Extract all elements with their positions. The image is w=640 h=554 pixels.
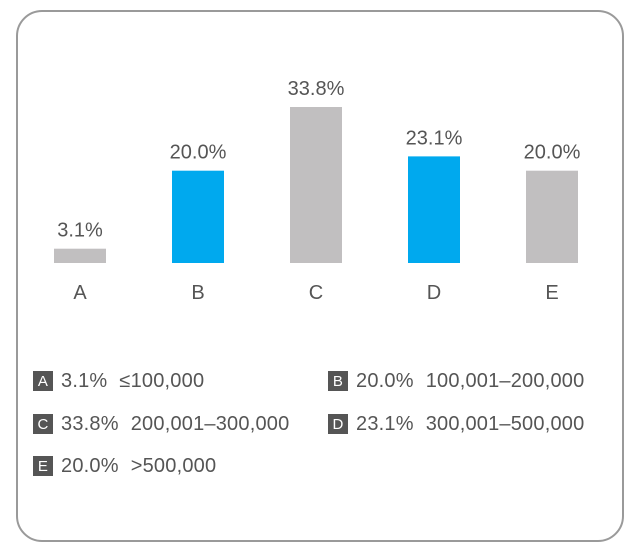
category-label-b: B [191, 282, 204, 304]
legend-range-b: 100,001–200,000 [425, 369, 585, 392]
legend-pct-d: 23.1% [356, 412, 414, 435]
value-label-b: 20.0% [170, 142, 227, 164]
legend-badge-c: C [33, 414, 53, 434]
bar-chart: 3.1% A 20.0% B 33.8% C 23.1% D 20.0% E [54, 78, 581, 304]
legend-item-a: A 3.1% ≤100,000 [33, 368, 204, 394]
legend-pct-c: 33.8% [61, 412, 119, 435]
legend-badge-b: B [328, 371, 348, 391]
chart-card [16, 10, 624, 542]
legend-badge-d: D [328, 414, 348, 434]
category-label-c: C [309, 282, 323, 304]
category-label-a: A [73, 282, 87, 304]
legend-item-b: B 20.0% 100,001–200,000 [328, 368, 584, 394]
legend-badge-a: A [33, 371, 53, 391]
legend-badge-e: E [33, 456, 53, 476]
legend-range-a: ≤100,000 [119, 369, 205, 392]
legend-range-d: 300,001–500,000 [425, 412, 585, 435]
bar-e [526, 170, 578, 263]
value-label-a: 3.1% [57, 220, 103, 242]
legend-item-d: D 23.1% 300,001–500,000 [328, 411, 584, 437]
category-label-e: E [545, 282, 558, 304]
value-label-d: 23.1% [406, 127, 463, 149]
bar-a [54, 248, 106, 263]
value-label-c: 33.8% [288, 78, 345, 100]
legend-pct-a: 3.1% [61, 369, 108, 392]
bar-d [408, 156, 460, 263]
category-label-d: D [427, 282, 441, 304]
legend-range-c: 200,001–300,000 [130, 412, 290, 435]
legend-pct-e: 20.0% [61, 454, 119, 477]
value-label-e: 20.0% [524, 142, 581, 164]
legend-item-e: E 20.0% >500,000 [33, 453, 216, 479]
legend-range-e: >500,000 [130, 454, 217, 477]
bar-b [172, 170, 224, 263]
bar-c [290, 107, 342, 263]
legend-pct-b: 20.0% [356, 369, 414, 392]
legend-item-c: C 33.8% 200,001–300,000 [33, 411, 289, 437]
